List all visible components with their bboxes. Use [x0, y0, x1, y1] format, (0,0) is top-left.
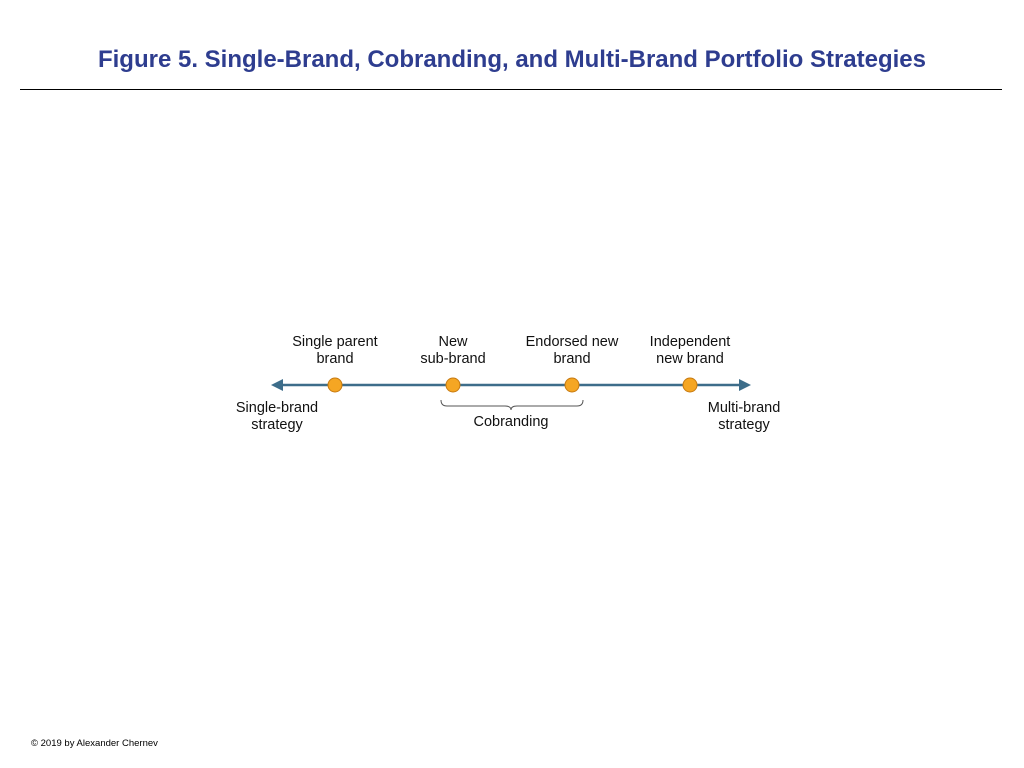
- point-new-sub-brand: [445, 377, 461, 393]
- label-single-parent-brand: Single parent brand: [292, 334, 378, 367]
- label-independent-new-brand: Independent new brand: [649, 334, 731, 367]
- label-single-brand-strategy: Single-brand strategy: [235, 400, 319, 433]
- label-endorsed-new-brand: Endorsed new brand: [525, 334, 619, 367]
- point-endorsed-new-brand: [564, 377, 580, 393]
- label-cobranding: Cobranding: [473, 414, 549, 430]
- point-independent-new-brand: [682, 377, 698, 393]
- cobranding-bracket: [440, 399, 584, 411]
- page-title: Figure 5. Single-Brand, Cobranding, and …: [97, 46, 927, 73]
- point-single-parent-brand: [327, 377, 343, 393]
- copyright-notice: © 2019 by Alexander Chernev: [31, 738, 158, 749]
- label-new-sub-brand: New sub-brand: [420, 334, 486, 367]
- left-arrowhead: [271, 379, 283, 391]
- label-multi-brand-strategy: Multi-brand strategy: [707, 400, 781, 433]
- title-divider: [20, 89, 1002, 90]
- right-arrowhead: [739, 379, 751, 391]
